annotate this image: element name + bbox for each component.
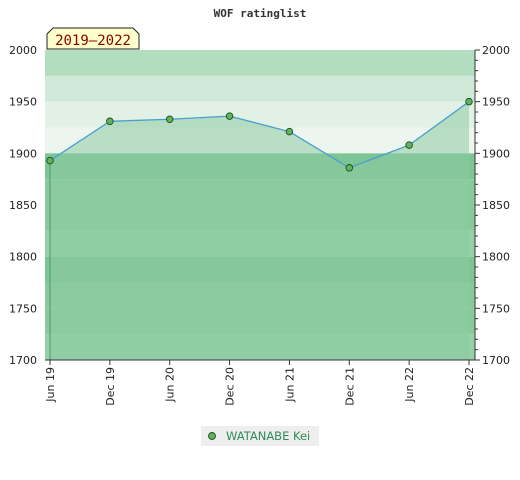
data-markers <box>46 97 473 172</box>
y-tick-label-left-2000: 2000 <box>9 44 37 57</box>
y-tick-label-left-1850: 1850 <box>9 199 37 212</box>
legend-background <box>201 426 319 446</box>
legend: WATANABE Kei <box>201 426 319 446</box>
y-tick-label-right-1800: 1800 <box>482 251 510 264</box>
period-label: 2019–2022 <box>55 33 131 49</box>
data-point-dec-21 <box>345 164 354 172</box>
y-tick-label-left-1800: 1800 <box>9 251 37 264</box>
y-axis-right: 1700 1750 1800 1850 1900 1950 2000 <box>474 44 510 367</box>
legend-series-name: WATANABE Kei <box>226 429 310 443</box>
data-point-dec-22 <box>465 97 473 106</box>
y-tick-label-right-1850: 1850 <box>482 199 510 212</box>
area-under-line <box>50 101 469 361</box>
y-axis-left: 1700 1750 1800 1850 1900 1950 2000 <box>9 44 37 367</box>
y-tick-label-left-1750: 1750 <box>9 302 37 315</box>
legend-marker-icon <box>208 432 216 440</box>
data-point-jun-22 <box>405 141 413 149</box>
chart-title: WOF ratinglist <box>214 7 307 20</box>
data-point-jun-20 <box>165 115 174 123</box>
y-tick-label-right-1700: 1700 <box>482 354 510 367</box>
y-tick-label-right-1900: 1900 <box>482 147 510 160</box>
x-tick-label-jun-21: Jun 21 <box>283 367 296 403</box>
x-tick-label-dec-20: Dec 20 <box>224 367 237 406</box>
period-badge: 2019–2022 <box>46 27 140 50</box>
data-point-dec-19 <box>106 117 114 126</box>
x-tick-label-jun-22: Jun 22 <box>403 367 416 403</box>
y-tick-label-right-1950: 1950 <box>482 96 510 109</box>
y-tick-label-left-1700: 1700 <box>9 354 37 367</box>
y-tick-label-right-1750: 1750 <box>482 302 510 315</box>
x-tick-label-dec-22: Dec 22 <box>463 367 476 406</box>
data-point-jun-19 <box>46 156 54 165</box>
y-tick-label-left-1950: 1950 <box>9 96 37 109</box>
y-tick-label-left-1900: 1900 <box>9 147 37 160</box>
x-tick-label-jun-20: Jun 20 <box>164 367 177 403</box>
x-tick-label-dec-21: Dec 21 <box>343 367 356 406</box>
band-1975 <box>45 50 475 76</box>
x-axis: Jun 19 Dec 19 Jun 20 Dec 20 Jun 21 Dec 21 Jun … <box>44 359 476 406</box>
period-badge-frame <box>46 27 140 50</box>
series-line <box>49 101 470 169</box>
y-tick-label-right-2000: 2000 <box>482 44 510 57</box>
data-point-dec-20 <box>225 112 234 120</box>
band-1950 <box>45 75 475 102</box>
data-point-jun-21 <box>285 127 294 136</box>
x-tick-label-dec-19: Dec 19 <box>104 367 117 406</box>
x-tick-label-jun-19: Jun 19 <box>44 367 57 403</box>
